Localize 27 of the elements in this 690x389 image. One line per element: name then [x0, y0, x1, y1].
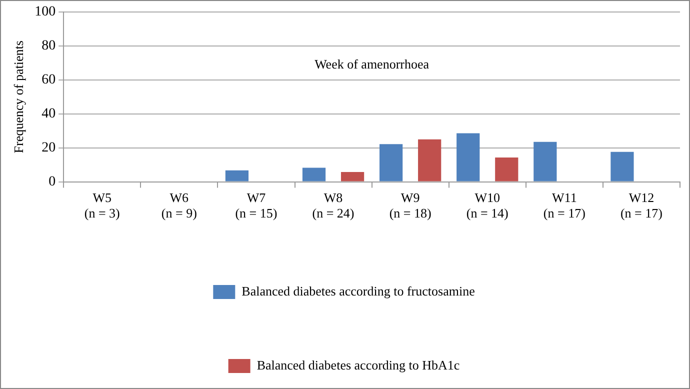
x-tick-label: W5 (n = 3)	[84, 190, 120, 221]
x-axis-title: Week of amenorrhoea	[314, 56, 430, 72]
x-tick-label: W12 (n = 17)	[620, 190, 662, 221]
bar	[225, 170, 249, 182]
bar	[456, 133, 480, 182]
x-tick-label: W8 (n = 24)	[312, 190, 354, 221]
bar	[610, 152, 634, 182]
bar	[340, 172, 364, 182]
x-tick-label: W10 (n = 14)	[466, 190, 508, 221]
bar	[380, 144, 403, 182]
y-tick-label: 20	[42, 140, 56, 156]
bar	[534, 142, 557, 182]
y-tick-label: 0	[48, 174, 56, 190]
x-tick-label: W6 (n = 9)	[161, 190, 197, 221]
bar	[418, 139, 442, 182]
y-tick-label: 40	[42, 106, 56, 122]
x-tick-label: W11 (n = 17)	[543, 190, 586, 221]
legend-label: Balanced diabetes according to HbA1c	[256, 357, 460, 372]
y-axis-title: Frequency of patients	[11, 40, 26, 154]
x-tick-label: W9 (n = 18)	[389, 190, 432, 221]
legend-label: Balanced diabetes according to fructosamine	[242, 283, 476, 298]
bar	[302, 168, 326, 182]
bar	[495, 158, 518, 182]
y-tick-label: 80	[42, 38, 56, 54]
x-tick-label: W7 (n = 15)	[235, 190, 278, 221]
y-tick-label: 100	[34, 4, 56, 20]
y-tick-label: 60	[42, 72, 56, 88]
